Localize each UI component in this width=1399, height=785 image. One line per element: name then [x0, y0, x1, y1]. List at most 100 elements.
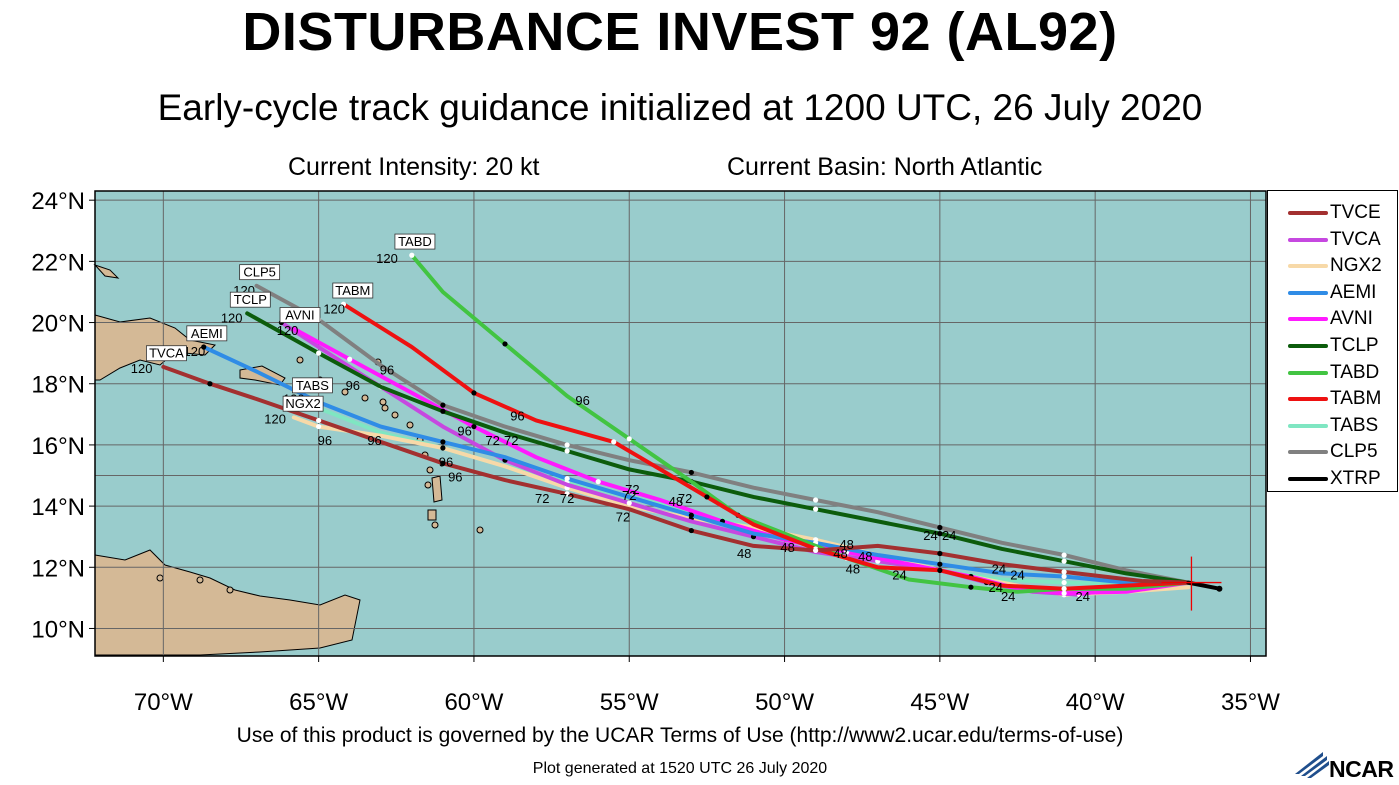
track-point-tabd: [502, 341, 508, 347]
land-shape: [93, 263, 120, 279]
xtrp-end-point: [1216, 585, 1223, 592]
legend-label: TCLP: [1330, 335, 1379, 356]
track-point-tabd: [409, 252, 415, 258]
island: [431, 521, 439, 529]
model-tag-avni: AVNI: [279, 307, 321, 323]
track-point-tvce: [207, 381, 213, 387]
track-point-aemi: [1061, 573, 1067, 580]
forecast-hour-label: 48: [780, 540, 794, 555]
terms-of-use-text: Use of this product is governed by the U…: [236, 724, 1124, 747]
model-tag-label: TABD: [398, 234, 432, 249]
track-tclp: [245, 311, 1191, 585]
track-point-aemi: [688, 512, 694, 518]
model-tag-label: AVNI: [285, 307, 314, 322]
legend-item-tabd: TABD: [1268, 359, 1399, 387]
legend-item-tclp: TCLP: [1268, 332, 1399, 360]
legend-swatch: [1288, 423, 1328, 428]
track-point-tabd: [968, 584, 974, 590]
forecast-hour-label: 24: [892, 568, 906, 583]
model-tag-box: [146, 345, 187, 362]
model-tag-tabm: TABM: [332, 282, 374, 299]
forecast-hour-label: 48: [737, 546, 751, 561]
hour-120-label: 120: [376, 251, 398, 266]
island: [424, 481, 432, 489]
forecast-hour-label: 96: [367, 433, 381, 448]
island: [406, 421, 414, 429]
forecast-hour-label: 96: [380, 363, 394, 378]
track-point-tabd: [626, 436, 632, 442]
lat-tick-label: 12°N: [31, 555, 85, 582]
legend-swatch: [1288, 397, 1328, 402]
legend-label: TABS: [1330, 414, 1379, 436]
lon-tick-label: 35°W: [1221, 689, 1280, 716]
island: [391, 411, 399, 419]
legend-swatch: [1288, 264, 1328, 269]
legend-item-tabm: TABM: [1268, 385, 1399, 413]
current-basin: Current Basin: North Atlantic: [727, 153, 1043, 181]
track-point-avni: [595, 479, 601, 485]
hour-120-label: 120: [131, 361, 153, 376]
track-point-tabm: [340, 301, 347, 307]
track-clp5: [254, 283, 1191, 585]
forecast-hour-label: 48: [839, 537, 853, 552]
track-point-tvce: [440, 460, 446, 466]
track-point-tvce: [688, 527, 694, 534]
legend-item-avni: AVNI: [1268, 305, 1399, 333]
model-tag-label: TCLP: [234, 292, 267, 307]
ncar-logo: NCAR: [1293, 746, 1399, 782]
track-point-clp5: [440, 402, 446, 408]
lat-tick-label: 16°N: [31, 433, 85, 460]
model-tag-tclp: TCLP: [229, 291, 271, 308]
forecast-hour-label: 72: [616, 509, 630, 524]
legend-swatch: [1288, 450, 1328, 455]
map-frame: [94, 190, 1267, 657]
legend-item-tvca: TVCA: [1268, 226, 1399, 254]
track-point-tvce: [813, 547, 819, 554]
track-tabm: [341, 302, 1191, 591]
lon-tick-label: 45°W: [910, 689, 969, 716]
legend-item-xtrp: XTRP: [1268, 465, 1399, 493]
land-shape: [427, 509, 437, 521]
lon-tick-label: 55°W: [600, 689, 659, 716]
lat-tick-label: 18°N: [31, 372, 85, 399]
model-tag-label: TABM: [335, 283, 370, 298]
track-point-tclp: [937, 531, 943, 537]
track-point-ngx2: [440, 445, 446, 451]
track-point-aemi: [440, 439, 446, 445]
legend-label: TVCA: [1330, 228, 1381, 250]
model-tag-box: [279, 307, 321, 323]
island: [381, 404, 389, 412]
model-tag-label: AEMI: [191, 326, 223, 341]
legend-label: AVNI: [1330, 308, 1373, 330]
forecast-hour-label: 48: [833, 546, 847, 561]
track-point-tclp: [1061, 558, 1067, 564]
track-point-tabm: [937, 567, 943, 573]
track-point-clp5: [564, 442, 570, 448]
lat-tick-label: 10°N: [31, 616, 85, 643]
plot-generated-text: Plot generated at 1520 UTC 26 July 2020: [532, 760, 828, 777]
lon-tick-label: 60°W: [444, 689, 503, 716]
legend-swatch: [1288, 317, 1328, 322]
track-point-tclp: [564, 448, 570, 454]
island: [361, 394, 369, 402]
lon-tick-label: 65°W: [289, 689, 348, 716]
forecast-hour-label: 24: [992, 561, 1006, 576]
track-point-tabm: [611, 439, 617, 445]
hour-120-label: 120: [323, 301, 345, 316]
forecast-hour-label: 72: [485, 433, 499, 448]
island: [476, 526, 484, 534]
lon-tick-label: 40°W: [1066, 689, 1125, 716]
forecast-hour-label: 24: [1010, 568, 1024, 583]
legend-label: TABM: [1330, 388, 1382, 410]
legend-label: AEMI: [1330, 281, 1377, 303]
model-tag-box: [292, 377, 333, 394]
island: [426, 466, 434, 474]
model-tag-box: [394, 233, 436, 250]
forecast-hour-label: 72: [678, 491, 692, 506]
hour-120-label: 120: [277, 323, 299, 338]
lon-tick-label: 50°W: [755, 689, 814, 716]
forecast-hour-label: 48: [669, 494, 683, 509]
track-point-clp5: [1061, 552, 1067, 558]
legend: TVCE TVCA NGX2 AEMI AVNI TCLP TABD TABM TABS CLP5…: [1267, 190, 1398, 492]
island: [196, 576, 204, 584]
